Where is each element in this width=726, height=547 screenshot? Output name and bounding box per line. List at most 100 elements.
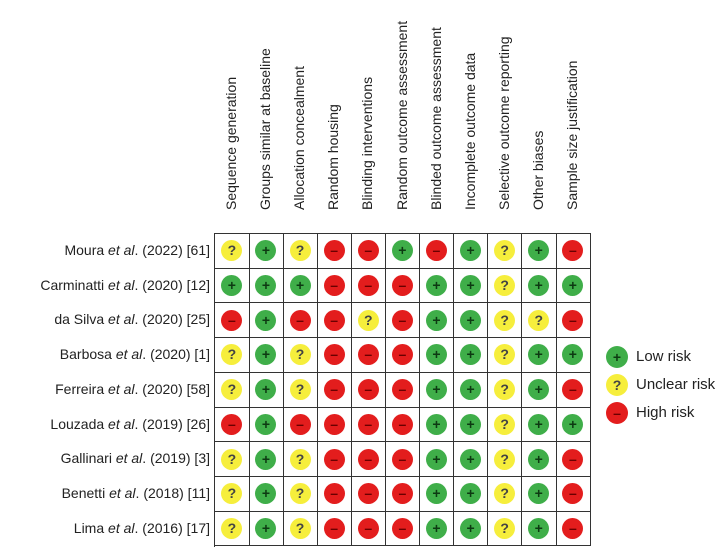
unclear-risk-icon: ? — [221, 240, 243, 262]
grid-cell: – — [385, 372, 421, 408]
study-etal: et al — [108, 380, 135, 397]
unclear-risk-icon: ? — [289, 344, 311, 366]
high-risk-icon: – — [323, 309, 345, 331]
column-header-label: Incomplete outcome data — [461, 52, 478, 210]
high-risk-icon: – — [289, 413, 311, 435]
low-risk-icon: + — [425, 517, 447, 539]
grid-cell: + — [521, 442, 557, 477]
high-risk-icon: – — [289, 309, 311, 331]
unclear-risk-icon: ? — [221, 344, 243, 366]
low-risk-icon: + — [425, 483, 447, 505]
grid-cell: + — [249, 338, 284, 373]
grid-cell: + — [521, 511, 557, 547]
grid-cell: ? — [215, 442, 250, 477]
high-risk-icon: – — [323, 275, 345, 297]
grid-cell: + — [283, 268, 318, 304]
unclear-risk-icon: ? — [221, 379, 243, 401]
high-risk-icon: – — [391, 275, 413, 297]
grid-cell: – — [556, 476, 591, 512]
study-author: Ferreira — [55, 380, 105, 397]
high-risk-icon: – — [562, 240, 584, 262]
study-etal: et al — [108, 242, 135, 258]
study-year-ref: . (2022) [61] — [134, 242, 211, 258]
low-risk-icon: + — [460, 517, 482, 539]
low-risk-icon: + — [528, 413, 550, 435]
column-header-label: Groups similar at baseline — [257, 48, 274, 210]
grid-cell: – — [215, 407, 250, 443]
unclear-risk-icon: ? — [357, 309, 379, 331]
grid-cell: + — [453, 234, 489, 269]
column-header-label: Blinded outcome assessment — [427, 27, 444, 210]
grid-cell: + — [249, 442, 284, 477]
grid-cell: ? — [215, 234, 250, 269]
grid-cell: ? — [283, 511, 318, 547]
unclear-risk-icon: ? — [289, 379, 311, 401]
low-risk-icon: + — [460, 344, 482, 366]
column-header-label: Other biases — [529, 130, 546, 210]
low-risk-icon: + — [289, 275, 311, 297]
legend-label: Unclear risk — [636, 376, 716, 393]
high-risk-icon: – — [357, 240, 379, 262]
study-label: Ferreira et al. (2020) [58] — [0, 372, 210, 407]
grid-cell: – — [317, 303, 352, 339]
grid-cell: ? — [487, 407, 523, 443]
unclear-risk-icon: ? — [221, 483, 243, 505]
grid-cell: + — [419, 303, 455, 339]
study-etal: et al — [108, 276, 135, 293]
unclear-risk-icon: ? — [289, 240, 311, 262]
legend-label: Low risk — [636, 348, 692, 365]
high-risk-icon: – — [323, 240, 345, 262]
grid-cell: + — [453, 338, 489, 373]
study-label: da Silva et al. (2020) [25] — [0, 302, 210, 337]
high-risk-icon: – — [323, 413, 345, 435]
grid-cell: + — [249, 476, 284, 512]
high-risk-icon: – — [391, 379, 413, 401]
study-author: Louzada — [50, 415, 105, 432]
grid-cell: ? — [487, 234, 523, 269]
column-header: Random housing — [316, 0, 350, 228]
high-risk-icon: – — [323, 483, 345, 505]
column-header-label: Blinding interventions — [359, 76, 376, 210]
high-risk-icon: – — [357, 344, 379, 366]
column-header-label: Random housing — [325, 104, 342, 210]
low-risk-icon: + — [391, 240, 413, 262]
high-risk-icon: – — [357, 413, 379, 435]
unclear-risk-icon: ? — [289, 483, 311, 505]
low-risk-icon: + — [460, 483, 482, 505]
grid-cell: ? — [521, 303, 557, 339]
high-risk-icon: – — [391, 448, 413, 470]
grid-cell: – — [317, 407, 352, 443]
grid-cell: + — [556, 338, 591, 373]
low-risk-icon: + — [221, 275, 243, 297]
study-year-ref: . (2020) [25] — [134, 311, 211, 328]
grid-cell: – — [317, 372, 352, 408]
column-header-label: Sample size justification — [564, 60, 580, 210]
grid-cell: + — [419, 372, 455, 408]
grid-cell: ? — [487, 442, 523, 477]
grid-cell: – — [317, 268, 352, 304]
unclear-risk-icon: ? — [221, 448, 243, 470]
column-header-label: Sequence generation — [223, 76, 239, 210]
study-etal: et al — [109, 484, 136, 501]
high-risk-icon: – — [357, 448, 379, 470]
study-label: Benetti et al. (2018) [11] — [0, 476, 210, 511]
low-risk-icon: + — [425, 413, 447, 435]
grid-cell: ? — [487, 338, 523, 373]
column-header: Blinding interventions — [350, 0, 384, 228]
high-risk-icon: – — [391, 517, 413, 539]
grid-cell: – — [419, 234, 455, 269]
high-risk-icon: – — [357, 517, 379, 539]
grid-cell: + — [453, 476, 489, 512]
grid-cell: + — [249, 268, 284, 304]
study-year-ref: . (2019) [26] — [134, 415, 211, 432]
grid-cell: + — [419, 476, 455, 512]
low-risk-icon: + — [255, 517, 277, 539]
high-risk-icon: – — [357, 275, 379, 297]
low-risk-icon: + — [255, 448, 277, 470]
low-risk-icon: + — [528, 344, 550, 366]
grid-cell: ? — [283, 338, 318, 373]
low-risk-icon: + — [255, 413, 277, 435]
high-risk-icon: – — [562, 517, 584, 539]
high-risk-icon: – — [391, 309, 413, 331]
grid-cell: ? — [283, 476, 318, 512]
